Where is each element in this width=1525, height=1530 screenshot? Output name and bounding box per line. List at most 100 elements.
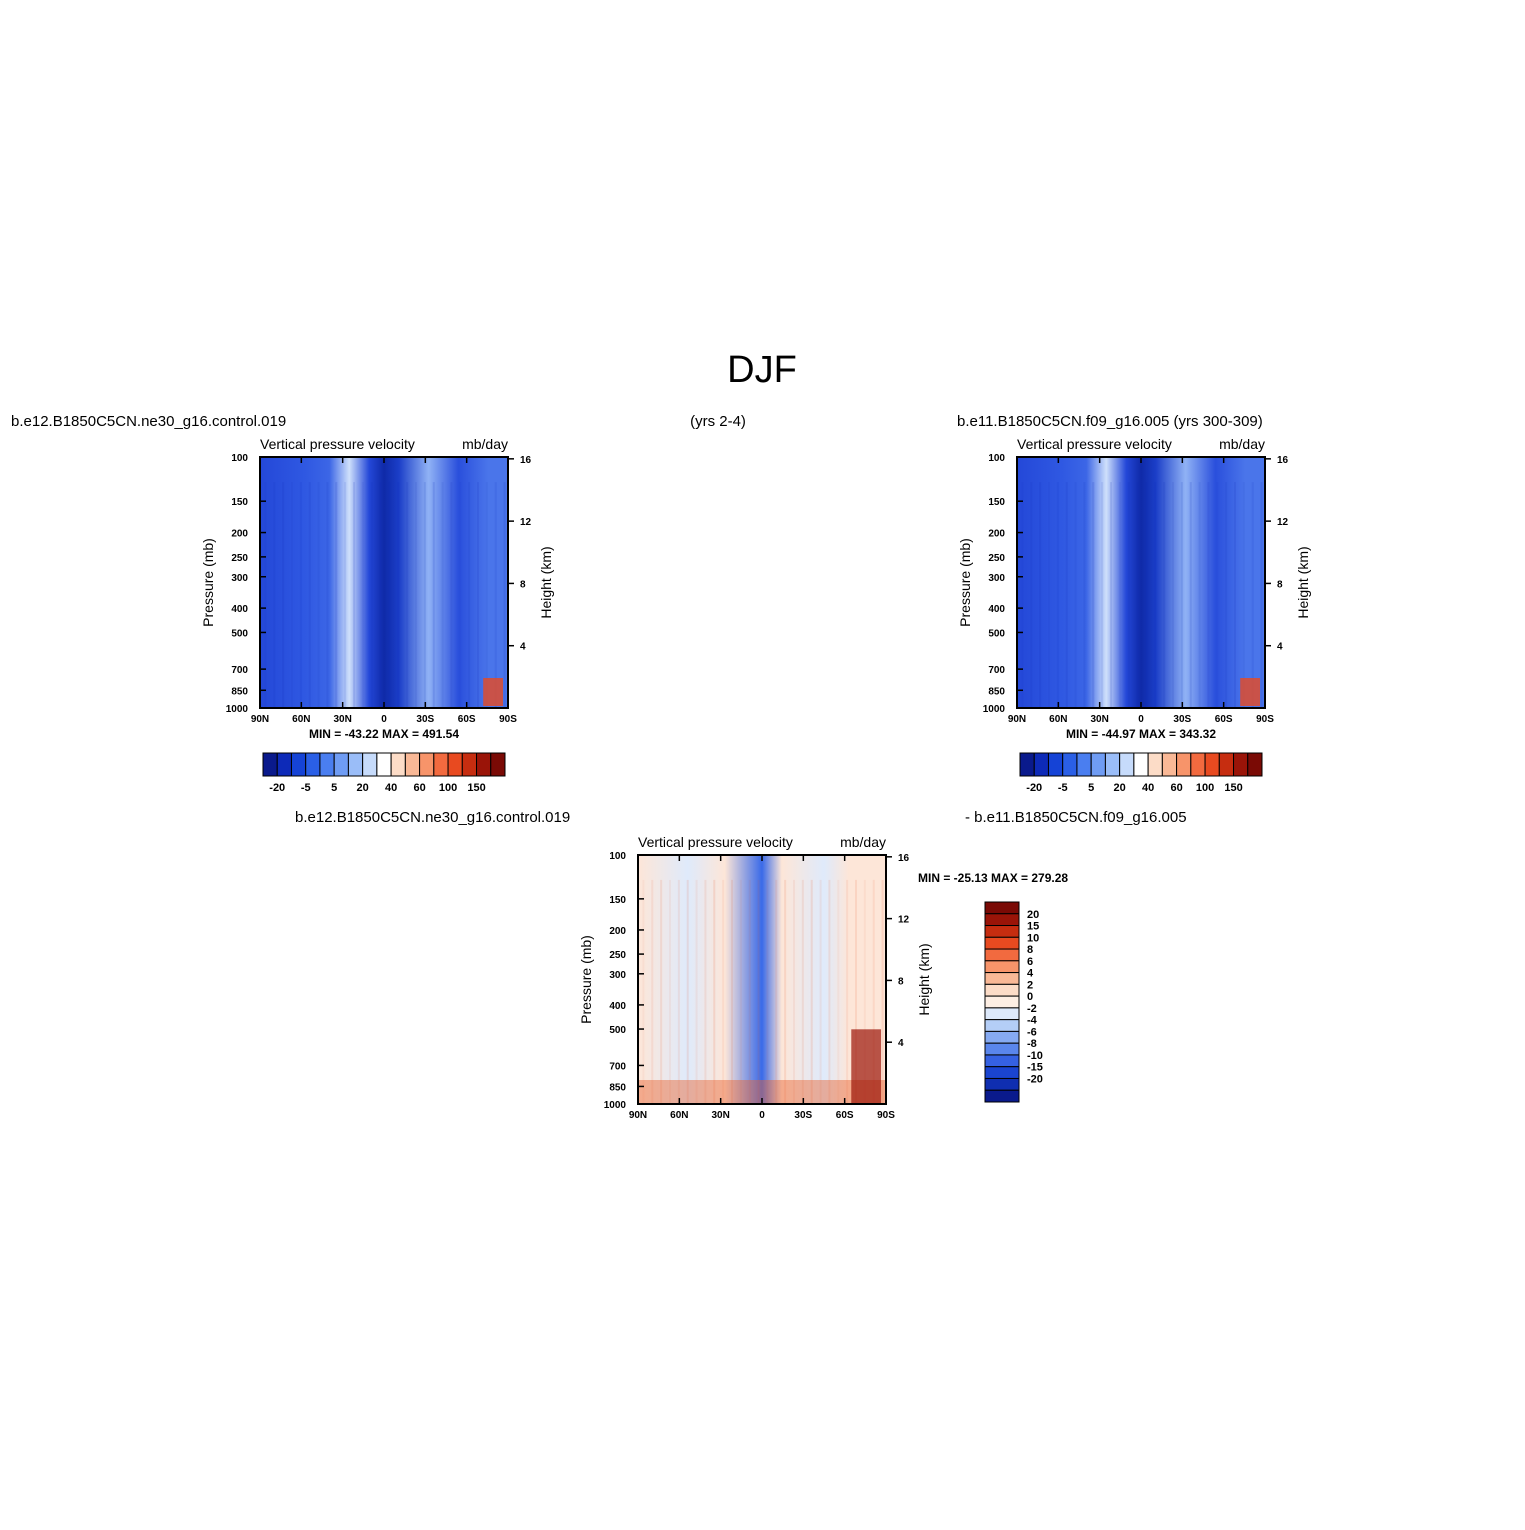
- heatmap-streak: [273, 482, 276, 708]
- heatmap-streak: [1145, 482, 1148, 708]
- y-tick-label: 250: [231, 553, 248, 564]
- colorbar-box: [984, 1007, 1020, 1021]
- colorbar-label: -2: [1027, 1003, 1037, 1015]
- colorbar-label: -20: [269, 782, 285, 794]
- x-tick-label: 60N: [670, 1110, 688, 1121]
- heatmap-streak: [370, 482, 373, 708]
- colorbar-box: [984, 1042, 1020, 1056]
- panel-subtitle: Vertical pressure velocity: [1017, 436, 1172, 452]
- heatmap-streak: [335, 482, 338, 708]
- heatmap-streak: [872, 879, 875, 1104]
- y2-tick-label: 12: [520, 517, 532, 528]
- heatmap-streak: [704, 879, 707, 1104]
- heatmap-streak: [450, 482, 453, 708]
- colorbar-box: [984, 936, 1020, 950]
- colorbar-label: 15: [1027, 921, 1039, 933]
- colorbar-label: 20: [357, 782, 369, 794]
- y2-tick-label: 4: [520, 642, 526, 653]
- heatmap-streak: [308, 482, 311, 708]
- heatmap-streak: [1021, 482, 1024, 708]
- heatmap-streak: [361, 482, 364, 708]
- colorbar-box: [984, 995, 1020, 1009]
- y-tick-label: 400: [988, 604, 1005, 615]
- heatmap-streak: [388, 482, 391, 708]
- y2-tick-label: 16: [520, 455, 532, 466]
- header-middle-years: (yrs 2-4): [690, 413, 746, 430]
- colorbar-label: -6: [1027, 1026, 1037, 1038]
- heatmap-streak: [1101, 482, 1104, 708]
- y2-tick-label: 12: [1277, 517, 1289, 528]
- heatmap-streak: [713, 879, 716, 1104]
- colorbar-box: [984, 901, 1020, 915]
- heatmap-streak: [326, 482, 329, 708]
- colorbar-box: [262, 752, 278, 777]
- x-tick-label: 30S: [416, 714, 434, 725]
- colorbar-box: [276, 752, 292, 777]
- y-tick-label: 100: [988, 453, 1005, 464]
- x-tick-label: 30N: [333, 714, 351, 725]
- y-tick-label: 850: [231, 686, 248, 697]
- colorbar-box: [1233, 752, 1249, 777]
- heatmap-streak: [1163, 482, 1166, 708]
- heatmap-streak: [1189, 482, 1192, 708]
- colorbar-box: [447, 752, 463, 777]
- heatmap-polar-feature: [851, 1029, 882, 1104]
- heatmap-streak: [1074, 482, 1077, 708]
- colorbar-box: [1033, 752, 1049, 777]
- y2-tick-label: 4: [898, 1038, 904, 1049]
- right-colorbar: -20 -5 5 20 40 60 100 150: [1019, 752, 1263, 794]
- x-tick-label: 30S: [794, 1110, 812, 1121]
- heatmap-streak: [846, 879, 849, 1104]
- colorbar-label: -15: [1027, 1062, 1043, 1074]
- y2-axis-label: Height (km): [538, 546, 554, 618]
- heatmap-streak: [423, 482, 426, 708]
- colorbar-label: 10: [1027, 932, 1039, 944]
- y-axis-label: Pressure (mb): [200, 538, 216, 627]
- heatmap-streak: [855, 879, 857, 1104]
- heatmap-streak: [1154, 482, 1157, 708]
- y-tick-label: 850: [988, 686, 1005, 697]
- y-tick-label: 1000: [226, 704, 249, 715]
- colorbar-box: [490, 752, 506, 777]
- colorbar-box: [362, 752, 378, 777]
- colorbar-label: 150: [1224, 782, 1242, 794]
- x-tick-label: 90S: [877, 1110, 895, 1121]
- heatmap-streak: [695, 879, 698, 1104]
- colorbar-label: 5: [1088, 782, 1094, 794]
- colorbar-box: [476, 752, 492, 777]
- heatmap-streak: [1136, 482, 1139, 708]
- heatmap-streak: [1030, 482, 1033, 708]
- colorbar-label: -20: [1026, 782, 1042, 794]
- panel-subtitle: Vertical pressure velocity: [260, 436, 415, 452]
- y-tick-label: 150: [988, 497, 1005, 508]
- colorbar-label: 100: [1196, 782, 1214, 794]
- colorbar-box: [1190, 752, 1206, 777]
- heatmap-streak: [784, 879, 787, 1104]
- colorbar-box: [376, 752, 392, 777]
- y2-tick-label: 8: [1277, 579, 1283, 590]
- heatmap-streak: [264, 482, 267, 708]
- heatmap-streak: [1048, 482, 1050, 708]
- panel-units: mb/day: [840, 834, 886, 850]
- y-tick-label: 100: [231, 453, 248, 464]
- diff-header-left: b.e12.B1850C5CN.ne30_g16.control.019: [295, 809, 570, 826]
- heatmap-streak: [1110, 482, 1112, 708]
- y-tick-label: 300: [609, 970, 626, 981]
- heatmap-streak: [503, 482, 506, 708]
- colorbar-box: [1119, 752, 1135, 777]
- heatmap-streak: [441, 482, 444, 708]
- y-tick-label: 850: [609, 1082, 626, 1093]
- heatmap-streak: [748, 879, 751, 1104]
- right-panel: Vertical pressure velocity mb/day 90N 60N 30…: [957, 436, 1311, 741]
- heatmap-streak: [1092, 482, 1095, 708]
- left-colorbar: -20 -5 5 20 40 60 100 150: [262, 752, 506, 794]
- heatmap-field: [638, 855, 886, 1104]
- heatmap-streak: [731, 879, 733, 1104]
- y2-tick-label: 8: [520, 579, 526, 590]
- colorbar-box: [1204, 752, 1220, 777]
- header-right-case: b.e11.B1850C5CN.f09_g16.005 (yrs 300-309…: [957, 413, 1263, 430]
- colorbar-label: -5: [1058, 782, 1068, 794]
- heatmap-streak: [722, 879, 725, 1104]
